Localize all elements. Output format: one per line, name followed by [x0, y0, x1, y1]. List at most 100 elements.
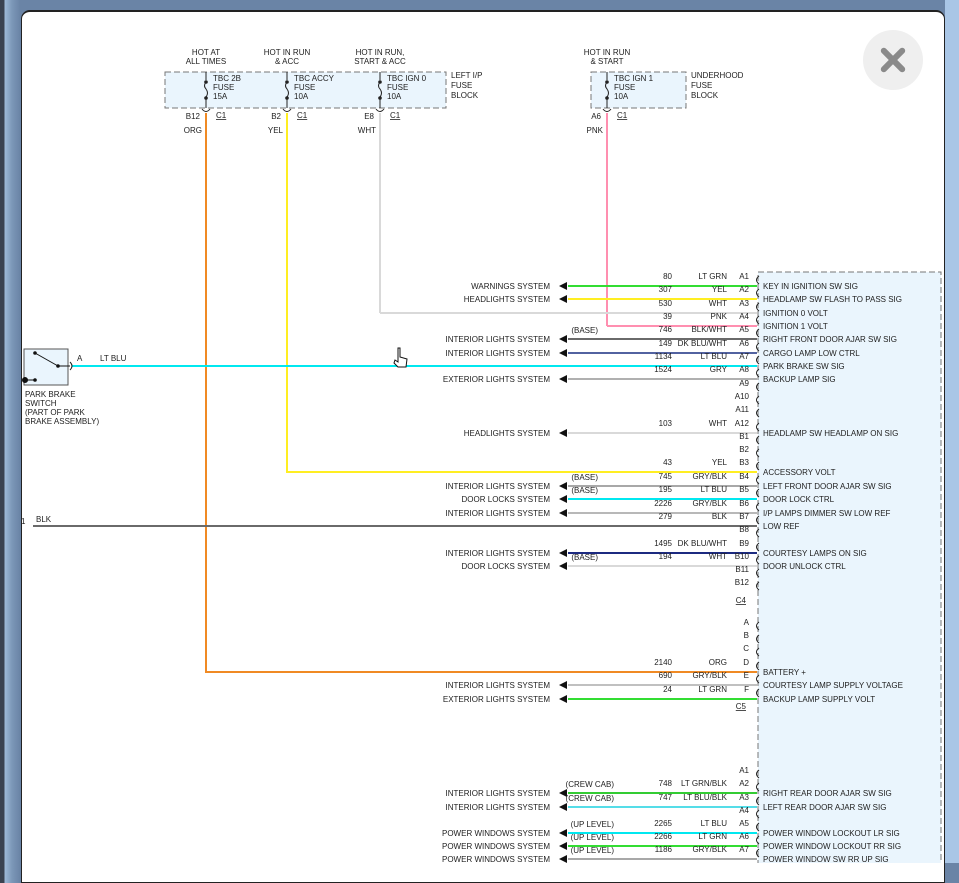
fuse-label: TBC IGN 1 — [614, 74, 654, 83]
circuit-number: 43 — [663, 458, 672, 467]
power-source-label: HOT IN RUN — [584, 48, 631, 57]
circuit-number: 39 — [663, 312, 672, 321]
pin-label: A4 — [739, 806, 749, 815]
signal-label: ACCESSORY VOLT — [763, 468, 836, 477]
arrow-icon — [559, 482, 567, 490]
signal-label: LEFT FRONT DOOR AJAR SW SIG — [763, 482, 892, 491]
wire-color-label: LT GRN/BLK — [681, 779, 728, 788]
fuse-block-label: FUSE — [451, 81, 472, 90]
connector-label: C1 — [617, 111, 628, 120]
wire-color-label: BLK — [712, 512, 728, 521]
signal-label: POWER WINDOW LOCKOUT RR SIG — [763, 842, 901, 851]
fuse-icon — [204, 81, 208, 98]
pin-label: A3 — [739, 793, 749, 802]
wire-color-label: ORG — [184, 126, 202, 135]
signal-label: DOOR LOCK CTRL — [763, 495, 835, 504]
connector-pin-icon — [375, 108, 385, 112]
wire-color-label: ORG — [709, 658, 727, 667]
power-source-label: ALL TIMES — [186, 57, 226, 66]
arrow-icon — [559, 829, 567, 837]
circuit-number: 1134 — [655, 352, 673, 361]
connector-pin-icon — [756, 435, 760, 445]
wire-color-label: BLK — [36, 515, 52, 524]
connector-pin-icon — [602, 108, 612, 112]
pin-label: A7 — [739, 352, 749, 361]
wire-color-label: DK BLU/WHT — [678, 539, 727, 548]
switch-label: SWITCH — [25, 399, 57, 408]
fuse-pin-label: A6 — [591, 112, 601, 121]
wire-color-label: WHT — [709, 299, 727, 308]
connector-pin-icon — [756, 769, 760, 779]
circuit-number: 194 — [659, 552, 673, 561]
arrow-icon — [559, 855, 567, 863]
system-label: INTERIOR LIGHTS SYSTEM — [446, 482, 551, 491]
connector-pin-icon — [756, 568, 760, 578]
pin-label: B7 — [739, 512, 749, 521]
fuse-icon — [378, 81, 382, 98]
wire-color-label: WHT — [709, 552, 727, 561]
wire-color-label: GRY/BLK — [692, 845, 727, 854]
wire-color-label: GRY/BLK — [692, 671, 727, 680]
connector-pin-icon — [756, 328, 760, 338]
power-source-label: & ACC — [275, 57, 299, 66]
system-label: INTERIOR LIGHTS SYSTEM — [446, 789, 551, 798]
switch-label: PARK BRAKE — [25, 390, 76, 399]
connector-label: C5 — [736, 702, 747, 711]
system-label: WARNINGS SYSTEM — [471, 282, 550, 291]
pin-label: A1 — [739, 766, 749, 775]
pin-label: D — [743, 658, 749, 667]
signal-label: POWER WINDOW SW RR UP SIG — [763, 855, 889, 863]
connector-body — [757, 271, 942, 863]
wire-color-label: LT BLU — [701, 485, 728, 494]
power-source-label: & START — [590, 57, 623, 66]
circuit-number: 746 — [659, 325, 673, 334]
connector-pin-icon — [756, 621, 760, 631]
system-label: INTERIOR LIGHTS SYSTEM — [446, 335, 551, 344]
signal-label: KEY IN IGNITION SW SIG — [763, 282, 858, 291]
connector-pin-icon — [756, 368, 760, 378]
circuit-number: 748 — [659, 779, 673, 788]
pin-label: B12 — [735, 578, 750, 587]
connector-pin-icon — [756, 581, 760, 591]
pin-label: A12 — [735, 419, 750, 428]
option-label: (BASE) — [571, 553, 598, 562]
hand-cursor-icon — [393, 347, 408, 368]
circuit-number: 195 — [659, 485, 673, 494]
connector-pin-icon — [756, 355, 760, 365]
pin-label: B11 — [735, 565, 749, 574]
pin-label: A11 — [735, 405, 749, 414]
system-label: HEADLIGHTS SYSTEM — [464, 429, 551, 438]
connector-pin-icon — [756, 448, 760, 458]
pin-label: A7 — [739, 845, 749, 854]
connector-pin-icon — [756, 782, 760, 792]
option-label: (BASE) — [571, 326, 598, 335]
power-source-label: HOT IN RUN, — [356, 48, 405, 57]
pin-label: B5 — [739, 485, 749, 494]
circuit-number: 24 — [663, 685, 672, 694]
wire-color-label: BLK/WHT — [691, 325, 727, 334]
system-label: EXTERIOR LIGHTS SYSTEM — [443, 375, 550, 384]
wire-color-label: YEL — [712, 285, 728, 294]
arrow-icon — [559, 282, 567, 290]
signal-label: IGNITION 0 VOLT — [763, 309, 828, 318]
wire-color-label: YEL — [712, 458, 728, 467]
pin-label: B3 — [739, 458, 749, 467]
pin-label: A8 — [739, 365, 749, 374]
wire-color-label: GRY/BLK — [692, 472, 727, 481]
arrow-icon — [559, 562, 567, 570]
connector-pin-icon — [756, 315, 760, 325]
circuit-number: 2266 — [654, 832, 672, 841]
signal-label: RIGHT FRONT DOOR AJAR SW SIG — [763, 335, 897, 344]
close-button[interactable] — [863, 30, 923, 90]
arrow-icon — [559, 509, 567, 517]
pin-label: A10 — [735, 392, 750, 401]
fuse-block-label: FUSE — [691, 81, 712, 90]
connector-pin-icon — [756, 674, 760, 684]
connector-pin-icon — [756, 515, 760, 525]
signal-label: I/P LAMPS DIMMER SW LOW REF — [763, 509, 891, 518]
circuit-number: 1186 — [655, 845, 673, 854]
circuit-number: 149 — [659, 339, 673, 348]
wire-color-label: GRY — [710, 365, 728, 374]
circuit-number: 530 — [659, 299, 673, 308]
connector-label: C1 — [390, 111, 401, 120]
